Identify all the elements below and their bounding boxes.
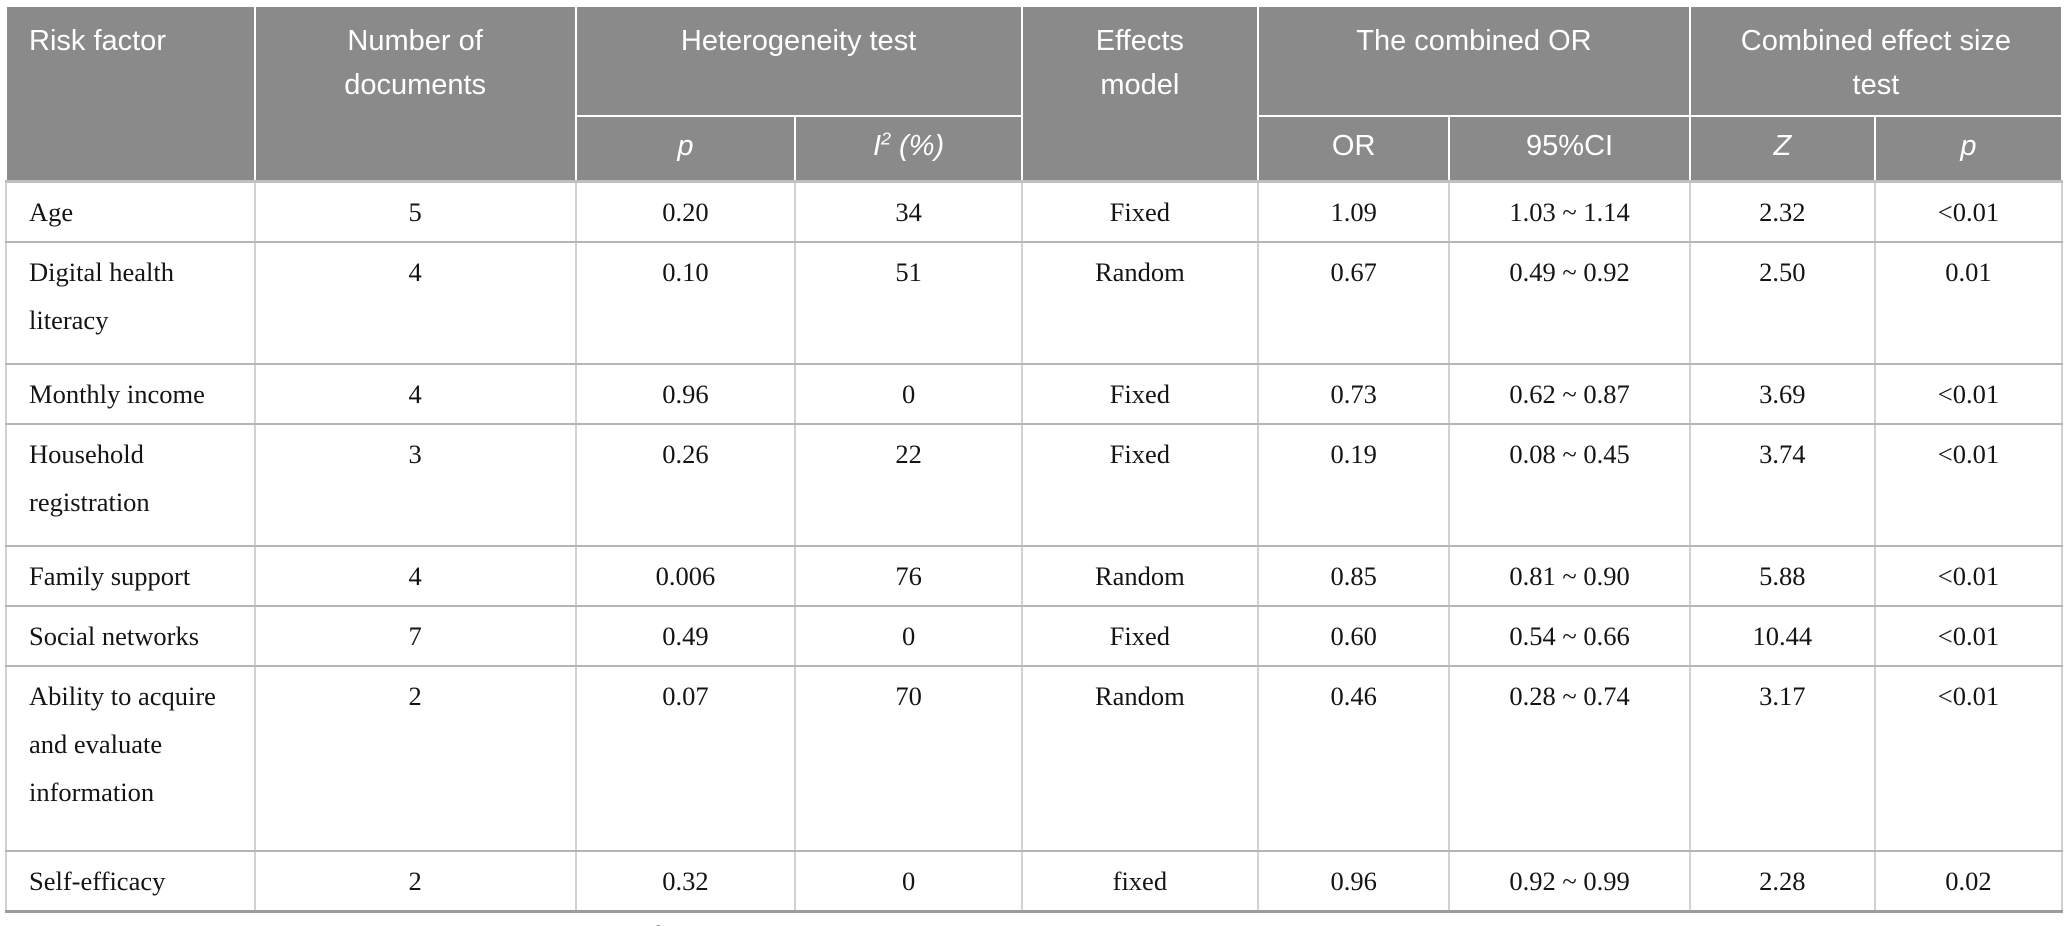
subheader-i2-percent: I2 (%) — [794, 115, 1023, 182]
cell-i2: 70 — [794, 664, 1023, 852]
cell-het-p: 0.26 — [574, 422, 797, 547]
subheader-95ci: 95%CI — [1448, 115, 1691, 182]
cell-or: 0.96 — [1257, 849, 1451, 913]
cell-effects-model: Fixed — [1020, 422, 1260, 547]
cell-number-of-documents: 7 — [253, 604, 577, 667]
cell-i2: 0 — [794, 362, 1023, 425]
header-heterogeneity-test: Heterogeneity test — [574, 5, 1023, 117]
table-row: Monthly income 4 0.96 0 Fixed 0.73 0.62 … — [5, 362, 2064, 425]
cell-95ci: 0.28 ~ 0.74 — [1448, 664, 1691, 852]
cell-z: 2.50 — [1688, 240, 1876, 365]
cell-i2: 22 — [794, 422, 1023, 547]
cell-or: 0.19 — [1257, 422, 1451, 547]
cell-effects-model: Fixed — [1020, 179, 1260, 243]
cell-i2: 34 — [794, 179, 1023, 243]
cell-or: 0.67 — [1257, 240, 1451, 365]
cell-p: <0.01 — [1873, 544, 2064, 607]
cell-i2: 51 — [794, 240, 1023, 365]
table-footnote: The results include the number of studie… — [5, 922, 2063, 926]
table-row: Social networks 7 0.49 0 Fixed 0.60 0.54… — [5, 604, 2064, 667]
cell-i2: 0 — [794, 849, 1023, 913]
cell-95ci: 1.03 ~ 1.14 — [1448, 179, 1691, 243]
cell-p: 0.02 — [1873, 849, 2064, 913]
cell-number-of-documents: 4 — [253, 362, 577, 425]
cell-number-of-documents: 2 — [253, 849, 577, 913]
cell-95ci: 0.62 ~ 0.87 — [1448, 362, 1691, 425]
cell-effects-model: Random — [1020, 240, 1260, 365]
table-row: Age 5 0.20 34 Fixed 1.09 1.03 ~ 1.14 2.3… — [5, 179, 2064, 243]
header-combined-effect-size-test: Combined effect size test — [1688, 5, 2064, 117]
cell-effects-model: Random — [1020, 664, 1260, 852]
cell-risk-factor: Ability to acquire and evaluate informat… — [5, 664, 256, 852]
cell-p: 0.01 — [1873, 240, 2064, 365]
cell-z: 2.28 — [1688, 849, 1876, 913]
table-body: Age 5 0.20 34 Fixed 1.09 1.03 ~ 1.14 2.3… — [5, 179, 2064, 913]
cell-p: <0.01 — [1873, 362, 2064, 425]
cell-effects-model: fixed — [1020, 849, 1260, 913]
cell-p: <0.01 — [1873, 422, 2064, 547]
header-row-sub: p I2 (%) OR 95%CI Z p — [6, 115, 2064, 182]
table-row: Family support 4 0.006 76 Random 0.85 0.… — [5, 544, 2064, 607]
cell-i2: 76 — [794, 544, 1023, 607]
table-header: Risk factor Number of documents Heteroge… — [5, 5, 2064, 182]
cell-het-p: 0.96 — [574, 362, 797, 425]
cell-het-p: 0.07 — [574, 664, 797, 852]
header-the-combined-or: The combined OR — [1257, 5, 1691, 117]
cell-or: 0.60 — [1257, 604, 1451, 667]
cell-z: 5.88 — [1688, 544, 1876, 607]
cell-number-of-documents: 5 — [253, 179, 577, 243]
cell-risk-factor: Monthly income — [5, 362, 256, 425]
cell-het-p: 0.006 — [574, 544, 797, 607]
cell-z: 2.32 — [1688, 179, 1876, 243]
cell-het-p: 0.10 — [574, 240, 797, 365]
cell-number-of-documents: 4 — [253, 544, 577, 607]
cell-95ci: 0.92 ~ 0.99 — [1448, 849, 1691, 913]
subheader-z: Z — [1688, 115, 1876, 182]
header-number-of-documents: Number of documents — [253, 5, 577, 182]
subheader-het-p: p — [574, 115, 797, 182]
cell-number-of-documents: 3 — [253, 422, 577, 547]
cell-risk-factor: Social networks — [5, 604, 256, 667]
table-row: Self-efficacy 2 0.32 0 fixed 0.96 0.92 ~… — [5, 849, 2064, 913]
cell-number-of-documents: 4 — [253, 240, 577, 365]
cell-effects-model: Fixed — [1020, 604, 1260, 667]
cell-het-p: 0.49 — [574, 604, 797, 667]
cell-p: <0.01 — [1873, 664, 2064, 852]
cell-risk-factor: Self-efficacy — [5, 849, 256, 913]
cell-or: 0.46 — [1257, 664, 1451, 852]
header-row-top: Risk factor Number of documents Heteroge… — [5, 5, 2064, 182]
cell-i2: 0 — [794, 604, 1023, 667]
cell-z: 3.17 — [1688, 664, 1876, 852]
cell-effects-model: Fixed — [1020, 362, 1260, 425]
cell-risk-factor: Age — [5, 179, 256, 243]
cell-risk-factor: Family support — [5, 544, 256, 607]
cell-p: <0.01 — [1873, 604, 2064, 667]
cell-het-p: 0.32 — [574, 849, 797, 913]
table-row: Digital health literacy 4 0.10 51 Random… — [5, 240, 2064, 365]
cell-95ci: 0.08 ~ 0.45 — [1448, 422, 1691, 547]
cell-95ci: 0.49 ~ 0.92 — [1448, 240, 1691, 365]
subheader-p: p — [1873, 115, 2064, 182]
cell-z: 3.69 — [1688, 362, 1876, 425]
meta-analysis-table: Risk factor Number of documents Heteroge… — [5, 5, 2064, 913]
cell-number-of-documents: 2 — [253, 664, 577, 852]
cell-effects-model: Random — [1020, 544, 1260, 607]
cell-z: 10.44 — [1688, 604, 1876, 667]
cell-or: 0.73 — [1257, 362, 1451, 425]
cell-or: 1.09 — [1257, 179, 1451, 243]
cell-risk-factor: Household registration — [5, 422, 256, 547]
cell-95ci: 0.81 ~ 0.90 — [1448, 544, 1691, 607]
cell-z: 3.74 — [1688, 422, 1876, 547]
table-row: Ability to acquire and evaluate informat… — [5, 664, 2064, 852]
table-row: Household registration 3 0.26 22 Fixed 0… — [5, 422, 2064, 547]
cell-p: <0.01 — [1873, 179, 2064, 243]
cell-or: 0.85 — [1257, 544, 1451, 607]
cell-95ci: 0.54 ~ 0.66 — [1448, 604, 1691, 667]
header-risk-factor: Risk factor — [5, 5, 256, 182]
subheader-or: OR — [1257, 115, 1451, 182]
header-effects-model: Effects model — [1020, 5, 1260, 182]
cell-het-p: 0.20 — [574, 179, 797, 243]
cell-risk-factor: Digital health literacy — [5, 240, 256, 365]
